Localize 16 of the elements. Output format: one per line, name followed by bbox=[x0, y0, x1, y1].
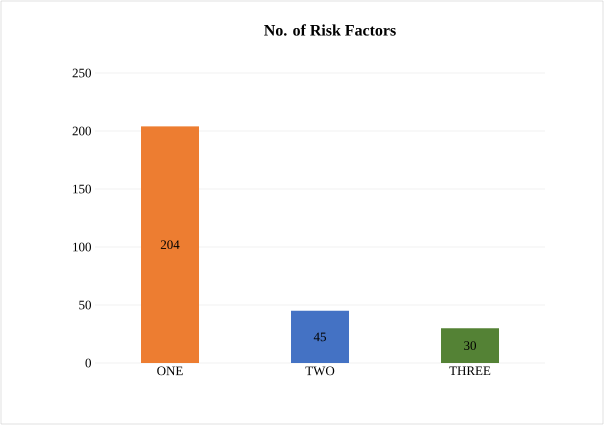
x-tick-label: TWO bbox=[305, 366, 334, 376]
y-tick-label: 0 bbox=[86, 358, 91, 368]
y-tick-label: 150 bbox=[73, 184, 91, 194]
bar bbox=[441, 328, 500, 363]
y-tick-label: 100 bbox=[73, 242, 91, 252]
y-tick-label: 200 bbox=[72, 126, 91, 136]
bar bbox=[291, 310, 350, 363]
data-label: 30 bbox=[464, 341, 476, 350]
y-tick-label: 250 bbox=[72, 68, 91, 78]
data-label: 45 bbox=[314, 332, 326, 342]
bar bbox=[141, 126, 200, 363]
data-label: 204 bbox=[160, 240, 180, 250]
x-tick-label: ONE bbox=[157, 366, 183, 376]
y-tick-label: 50 bbox=[79, 300, 91, 310]
chart-title: No. of Risk Factors bbox=[264, 24, 396, 36]
x-tick-label: THREE bbox=[449, 366, 490, 375]
